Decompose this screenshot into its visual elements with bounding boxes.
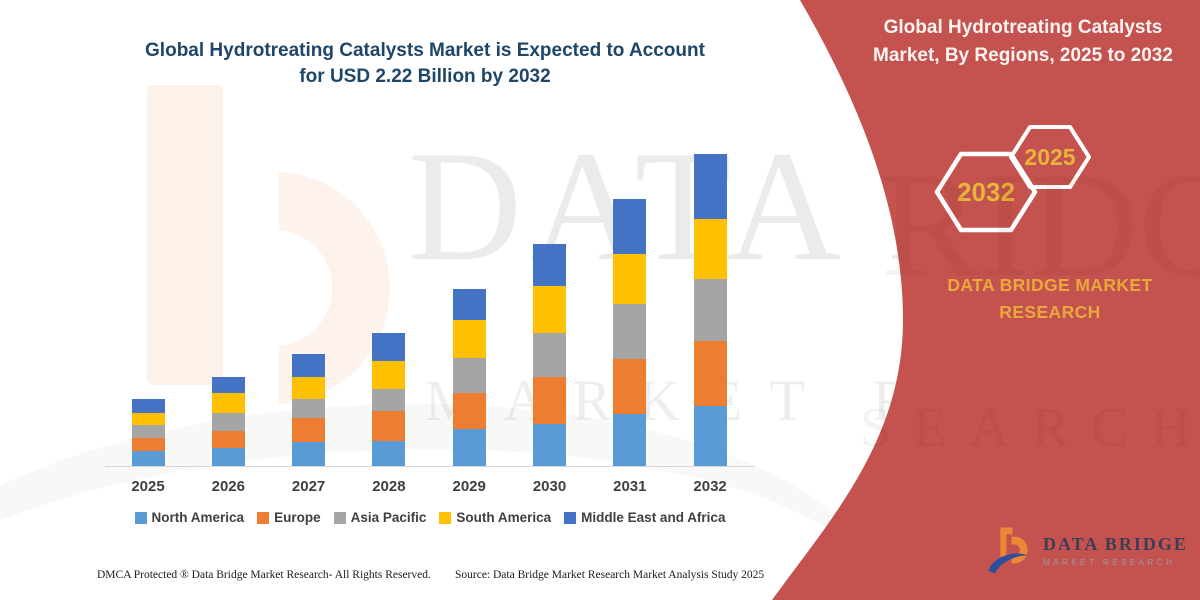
bar-segment-2032-north-america [693, 405, 727, 466]
x-axis-label-2026: 2026 [211, 478, 245, 495]
bar-segment-2028-europe [372, 411, 406, 441]
x-axis-label-2030: 2030 [532, 478, 567, 495]
bar-segment-2030-south-america [533, 286, 566, 333]
bar-segment-2026-europe [211, 430, 245, 448]
bar-segment-2025-europe [131, 437, 165, 451]
bar-segment-2027-asia-pacific [292, 398, 326, 419]
dbmr-logo-line2: MARKET RESEARCH [1043, 557, 1176, 567]
x-axis-line [105, 466, 755, 467]
panel-brand-text: DATA BRIDGE MARKET RESEARCH [925, 272, 1175, 326]
panel-title-line2: Market, By Regions, 2025 to 2032 [873, 44, 1173, 66]
bar-segment-2027-europe [292, 418, 326, 443]
bar-segment-2029-middle-east-and-africa [452, 288, 486, 320]
legend-label: North America [151, 510, 245, 525]
legend-item-middle-east-and-africa: Middle East and Africa [564, 510, 725, 525]
legend-label: Europe [274, 510, 321, 525]
bar-segment-2031-north-america [613, 414, 647, 466]
bar-segment-2031-asia-pacific [613, 304, 647, 360]
legend-swatch-icon [333, 511, 346, 524]
bar-segment-2026-south-america [211, 392, 245, 413]
legend-item-asia-pacific: Asia Pacific [333, 510, 427, 525]
footer-dmca-text: DMCA Protected ® Data Bridge Market Rese… [97, 569, 431, 581]
dbmr-logo: DATA BRIDGE MARKET RESEARCH [983, 524, 1188, 576]
bar-segment-2026-north-america [211, 447, 245, 466]
legend-item-europe: Europe [257, 510, 321, 525]
bar-segment-2029-asia-pacific [452, 357, 486, 393]
panel-brand-line2: RESEARCH [999, 302, 1101, 323]
bar-segment-2025-asia-pacific [131, 425, 165, 438]
footer-source-text: Source: Data Bridge Market Research Mark… [455, 569, 765, 581]
x-axis-label-2028: 2028 [372, 478, 406, 495]
bar-segment-2026-asia-pacific [211, 412, 245, 431]
dbmr-logo-line1: DATA BRIDGE [1043, 533, 1188, 554]
legend-label: Middle East and Africa [581, 510, 726, 525]
legend-swatch-icon [134, 511, 147, 524]
bar-segment-2027-north-america [292, 442, 326, 466]
panel-title-line1: Global Hydrotreating Catalysts [883, 17, 1163, 38]
legend-item-north-america: North America [134, 510, 245, 525]
bar-segment-2032-middle-east-and-africa [693, 154, 727, 219]
bar-segment-2031-europe [613, 359, 647, 414]
bar-segment-2030-europe [533, 377, 566, 424]
x-axis-label-2025: 2025 [131, 478, 165, 495]
bar-segment-2029-north-america [452, 429, 486, 466]
panel-title: Global Hydrotreating Catalysts Market, B… [855, 14, 1191, 69]
legend: North America Europe Asia Pacific South Ame… [90, 510, 770, 525]
dbmr-logo-icon [988, 527, 1029, 574]
legend-item-south-america: South America [439, 510, 551, 525]
bar-segment-2027-south-america [292, 377, 326, 399]
bar-segment-2031-south-america [613, 253, 647, 305]
panel-watermark-letters-2: SEARCH [860, 397, 1200, 459]
legend-label: Asia Pacific [350, 510, 427, 525]
bar-segment-2027-middle-east-and-africa [292, 353, 326, 378]
watermark-logo-b-stem [147, 85, 223, 385]
x-axis-label-2032: 2032 [693, 478, 727, 495]
bar-segment-2029-europe [452, 392, 486, 430]
chart-title: Global Hydrotreating Catalysts Market is… [110, 38, 740, 90]
x-axis-label-2029: 2029 [452, 478, 486, 495]
x-axis-label-2027: 2027 [291, 478, 326, 495]
logo-b-stem [1000, 527, 1013, 557]
bar-segment-2030-middle-east-and-africa [533, 244, 566, 287]
dbmr-logo-text: DATA BRIDGE MARKET RESEARCH [1043, 534, 1188, 567]
bar-segment-2032-south-america [693, 218, 727, 280]
chart-title-line2: for USD 2.22 Billion by 2032 [299, 66, 551, 88]
bar-segment-2025-south-america [131, 412, 165, 426]
bar-segment-2025-north-america [131, 450, 165, 466]
legend-swatch-icon [257, 511, 270, 524]
x-axis-label-2031: 2031 [613, 478, 647, 495]
panel-brand-line1: DATA BRIDGE MARKET [947, 275, 1153, 295]
bar-segment-2030-asia-pacific [533, 332, 566, 378]
bar-segment-2031-middle-east-and-africa [613, 199, 647, 254]
legend-swatch-icon [439, 511, 452, 524]
chart-title-line1: Global Hydrotreating Catalysts Market is… [145, 40, 705, 61]
bar-segment-2028-south-america [372, 360, 406, 389]
bar-segment-2025-middle-east-and-africa [131, 398, 165, 413]
bar-segment-2028-middle-east-and-africa [372, 332, 406, 361]
bar-segment-2030-north-america [533, 423, 566, 466]
bar-segment-2032-asia-pacific [693, 279, 727, 341]
bar-segment-2028-asia-pacific [372, 388, 406, 412]
bar-segment-2029-south-america [452, 319, 486, 358]
bar-segment-2028-north-america [372, 440, 406, 466]
legend-swatch-icon [564, 511, 577, 524]
bar-segment-2032-europe [693, 340, 727, 406]
legend-label: South America [456, 510, 552, 525]
bar-segment-2026-middle-east-and-africa [211, 377, 245, 393]
